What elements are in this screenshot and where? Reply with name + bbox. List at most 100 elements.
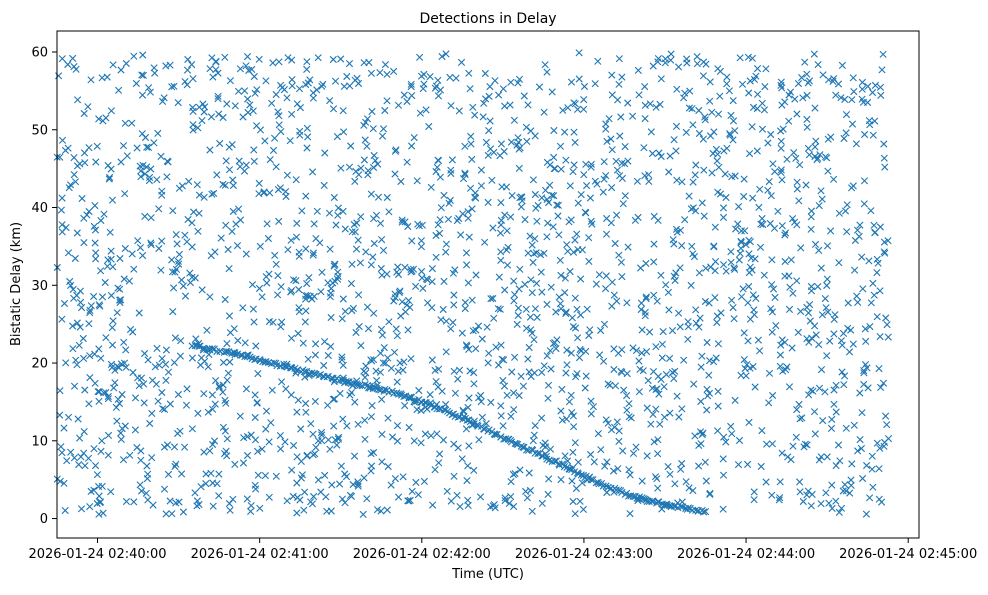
noise-point: [130, 265, 138, 273]
noise-point: [262, 425, 270, 433]
noise-point: [776, 494, 784, 502]
noise-point: [554, 212, 562, 220]
noise-point: [753, 65, 762, 73]
noise-point: [689, 121, 697, 129]
noise-point: [768, 308, 776, 316]
noise-point: [249, 305, 257, 313]
noise-point: [107, 291, 115, 300]
noise-point: [436, 450, 444, 458]
noise-point: [615, 251, 623, 259]
track-point: [493, 430, 501, 439]
noise-point: [78, 194, 86, 203]
noise-point: [726, 131, 734, 139]
noise-point: [538, 288, 546, 296]
noise-point: [116, 285, 124, 293]
noise-point: [488, 176, 496, 184]
noise-point: [706, 489, 714, 497]
noise-point: [815, 384, 824, 392]
noise-point: [224, 369, 232, 377]
noise-point: [80, 449, 88, 457]
noise-point: [77, 505, 86, 513]
noise-point: [310, 220, 318, 228]
noise-point: [166, 497, 174, 505]
noise-point: [510, 502, 518, 511]
noise-point: [860, 177, 869, 185]
noise-point: [826, 337, 834, 345]
noise-point: [602, 272, 610, 280]
noise-point: [194, 227, 202, 235]
noise-point: [623, 406, 631, 414]
noise-point: [122, 497, 131, 506]
noise-point: [578, 479, 586, 487]
noise-point: [871, 81, 879, 89]
noise-point: [786, 88, 795, 96]
noise-point: [136, 244, 144, 252]
noise-point: [768, 491, 776, 499]
noise-point: [295, 304, 303, 312]
noise-point: [399, 473, 407, 481]
noise-point: [60, 424, 68, 432]
noise-point: [157, 266, 165, 274]
noise-point: [452, 74, 460, 82]
track-point: [196, 342, 204, 350]
noise-point: [248, 65, 256, 73]
noise-point: [385, 318, 393, 326]
noise-point: [287, 288, 295, 296]
noise-point: [858, 85, 866, 93]
noise-point: [109, 61, 117, 69]
noise-point: [670, 240, 678, 248]
noise-point: [390, 348, 399, 356]
noise-point: [548, 88, 556, 96]
noise-point: [501, 102, 509, 110]
noise-point: [764, 186, 772, 194]
noise-point: [821, 388, 829, 396]
noise-point: [243, 53, 252, 61]
noise-point: [170, 82, 178, 90]
noise-point: [447, 497, 455, 505]
noise-point: [866, 323, 874, 331]
noise-point: [835, 508, 843, 516]
noise-point: [98, 74, 106, 82]
noise-point: [71, 178, 80, 186]
noise-point: [658, 340, 666, 348]
noise-point: [309, 251, 317, 259]
noise-point: [870, 221, 878, 229]
noise-point: [439, 436, 448, 444]
noise-point: [842, 424, 850, 432]
noise-point: [585, 331, 593, 340]
noise-point: [274, 272, 282, 280]
noise-point: [137, 456, 145, 464]
noise-point: [652, 405, 660, 413]
noise-point: [384, 354, 392, 362]
noise-point: [607, 426, 616, 434]
noise-point: [824, 308, 832, 316]
noise-point: [438, 52, 446, 61]
noise-point: [720, 433, 728, 441]
noise-point: [563, 361, 571, 369]
noise-point: [337, 55, 345, 63]
noise-point: [394, 263, 402, 271]
noise-point: [128, 119, 136, 127]
noise-point: [556, 142, 565, 150]
noise-point: [555, 293, 563, 301]
noise-point: [875, 365, 883, 373]
noise-point: [575, 354, 584, 362]
noise-point: [202, 480, 210, 488]
noise-point: [90, 486, 98, 494]
noise-point: [837, 337, 845, 345]
noise-point: [516, 265, 524, 273]
noise-point: [811, 240, 820, 248]
noise-point: [292, 277, 300, 285]
noise-point: [722, 193, 730, 202]
noise-point: [781, 98, 789, 106]
noise-point: [801, 58, 809, 66]
noise-point: [221, 53, 229, 61]
noise-point: [659, 328, 667, 336]
noise-point: [740, 175, 748, 183]
noise-point: [134, 374, 142, 382]
noise-point: [116, 298, 124, 307]
noise-point: [624, 243, 632, 251]
noise-point: [692, 161, 700, 169]
noise-point: [550, 126, 558, 135]
noise-point: [350, 452, 359, 460]
